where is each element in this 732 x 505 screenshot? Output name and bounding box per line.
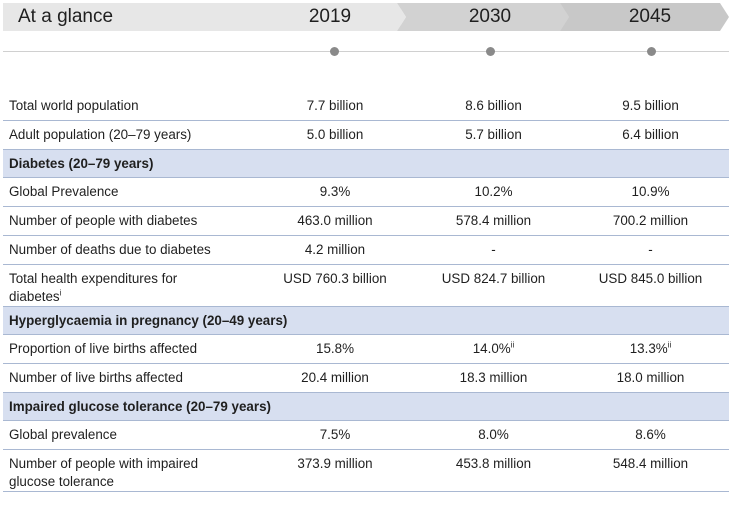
cell-value: 9.3% — [255, 177, 415, 207]
section-header-row: Hyperglycaemia in pregnancy (20–49 years… — [3, 306, 729, 335]
cell-value: 8.6 billion — [415, 92, 572, 121]
section-header-row: Impaired glucose tolerance (20–79 years) — [3, 392, 729, 421]
table-row: Number of people with impaired glucose t… — [3, 449, 729, 492]
cell-value: 14.0%ii — [415, 334, 572, 364]
table-row: Global Prevalence 9.3% 10.2% 10.9% — [3, 177, 729, 207]
cell-value: - — [415, 235, 572, 265]
chevron-2030-fill — [397, 3, 569, 31]
table-row: Adult population (20–79 years) 5.0 billi… — [3, 120, 729, 150]
cell-value: 10.2% — [415, 177, 572, 207]
chevron-2045-fill — [560, 3, 729, 31]
cell-value: 18.3 million — [415, 363, 572, 393]
cell-value: 453.8 million — [415, 449, 572, 492]
row-label: Global prevalence — [3, 420, 255, 450]
timeline-rule — [3, 51, 729, 52]
cell-value: 9.5 billion — [572, 92, 729, 121]
section-title: Hyperglycaemia in pregnancy (20–49 years… — [3, 306, 729, 335]
row-label: Total health expenditures for diabetesi — [3, 264, 255, 307]
cell-value: 700.2 million — [572, 206, 729, 236]
row-label: Proportion of live births affected — [3, 334, 255, 364]
cell-value: 13.3%ii — [572, 334, 729, 364]
row-label: Number of live births affected — [3, 363, 255, 393]
cell-value: 6.4 billion — [572, 120, 729, 150]
row-label-line1: Number of people with impaired — [9, 456, 199, 471]
cell-value-text: 14.0% — [472, 341, 511, 356]
cell-value: 578.4 million — [415, 206, 572, 236]
row-label: Global Prevalence — [3, 177, 255, 207]
table-row: Number of deaths due to diabetes 4.2 mil… — [3, 235, 729, 265]
footnote-mark: ii — [510, 340, 515, 350]
row-label: Adult population (20–79 years) — [3, 120, 255, 150]
cell-value: 7.7 billion — [255, 92, 415, 121]
row-label-line1: Total health expenditures for — [9, 271, 178, 286]
row-label-line2: glucose tolerance — [9, 474, 114, 489]
year-chevrons — [3, 3, 729, 31]
table-row: Total health expenditures for diabetesi … — [3, 264, 729, 307]
cell-value: 4.2 million — [255, 235, 415, 265]
table-row: Global prevalence 7.5% 8.0% 8.6% — [3, 420, 729, 450]
cell-value: 20.4 million — [255, 363, 415, 393]
cell-value: 5.0 billion — [255, 120, 415, 150]
cell-value: 7.5% — [255, 420, 415, 450]
table-row: Total world population 7.7 billion 8.6 b… — [3, 92, 729, 121]
cell-value: 15.8% — [255, 334, 415, 364]
row-label: Number of people with diabetes — [3, 206, 255, 236]
cell-value: 548.4 million — [572, 449, 729, 492]
section-title: Diabetes (20–79 years) — [3, 149, 729, 178]
cell-value: 463.0 million — [255, 206, 415, 236]
row-label: Number of deaths due to diabetes — [3, 235, 255, 265]
glance-table: Total world population 7.7 billion 8.6 b… — [3, 92, 729, 492]
timeline-dot-2045 — [647, 47, 656, 56]
footnote-mark: i — [59, 288, 62, 298]
cell-value: USD 845.0 billion — [572, 264, 729, 307]
table-row: Proportion of live births affected 15.8%… — [3, 334, 729, 364]
cell-value: 8.6% — [572, 420, 729, 450]
section-header-row: Diabetes (20–79 years) — [3, 149, 729, 178]
cell-value-text: 13.3% — [629, 341, 668, 356]
cell-value: 18.0 million — [572, 363, 729, 393]
row-label: Number of people with impaired glucose t… — [3, 449, 255, 492]
timeline-dot-2030 — [486, 47, 495, 56]
year-2030: 2030 — [468, 6, 512, 27]
footnote-mark: ii — [667, 340, 672, 350]
cell-value: 373.9 million — [255, 449, 415, 492]
cell-value: 10.9% — [572, 177, 729, 207]
table-row: Number of live births affected 20.4 mill… — [3, 363, 729, 393]
timeline-dot-2019 — [330, 47, 339, 56]
row-label-line2: diabetes — [9, 289, 60, 304]
chevron-2019-base — [3, 3, 406, 31]
row-label: Total world population — [3, 92, 255, 121]
cell-value: 8.0% — [415, 420, 572, 450]
year-2045: 2045 — [628, 6, 672, 27]
table-row: Number of people with diabetes 463.0 mil… — [3, 206, 729, 236]
cell-value: - — [572, 235, 729, 265]
year-2019: 2019 — [308, 6, 352, 27]
section-title: Impaired glucose tolerance (20–79 years) — [3, 392, 729, 421]
page-title-text: At a glance — [18, 6, 114, 27]
cell-value: USD 760.3 billion — [255, 264, 415, 307]
cell-value: USD 824.7 billion — [415, 264, 572, 307]
cell-value: 5.7 billion — [415, 120, 572, 150]
